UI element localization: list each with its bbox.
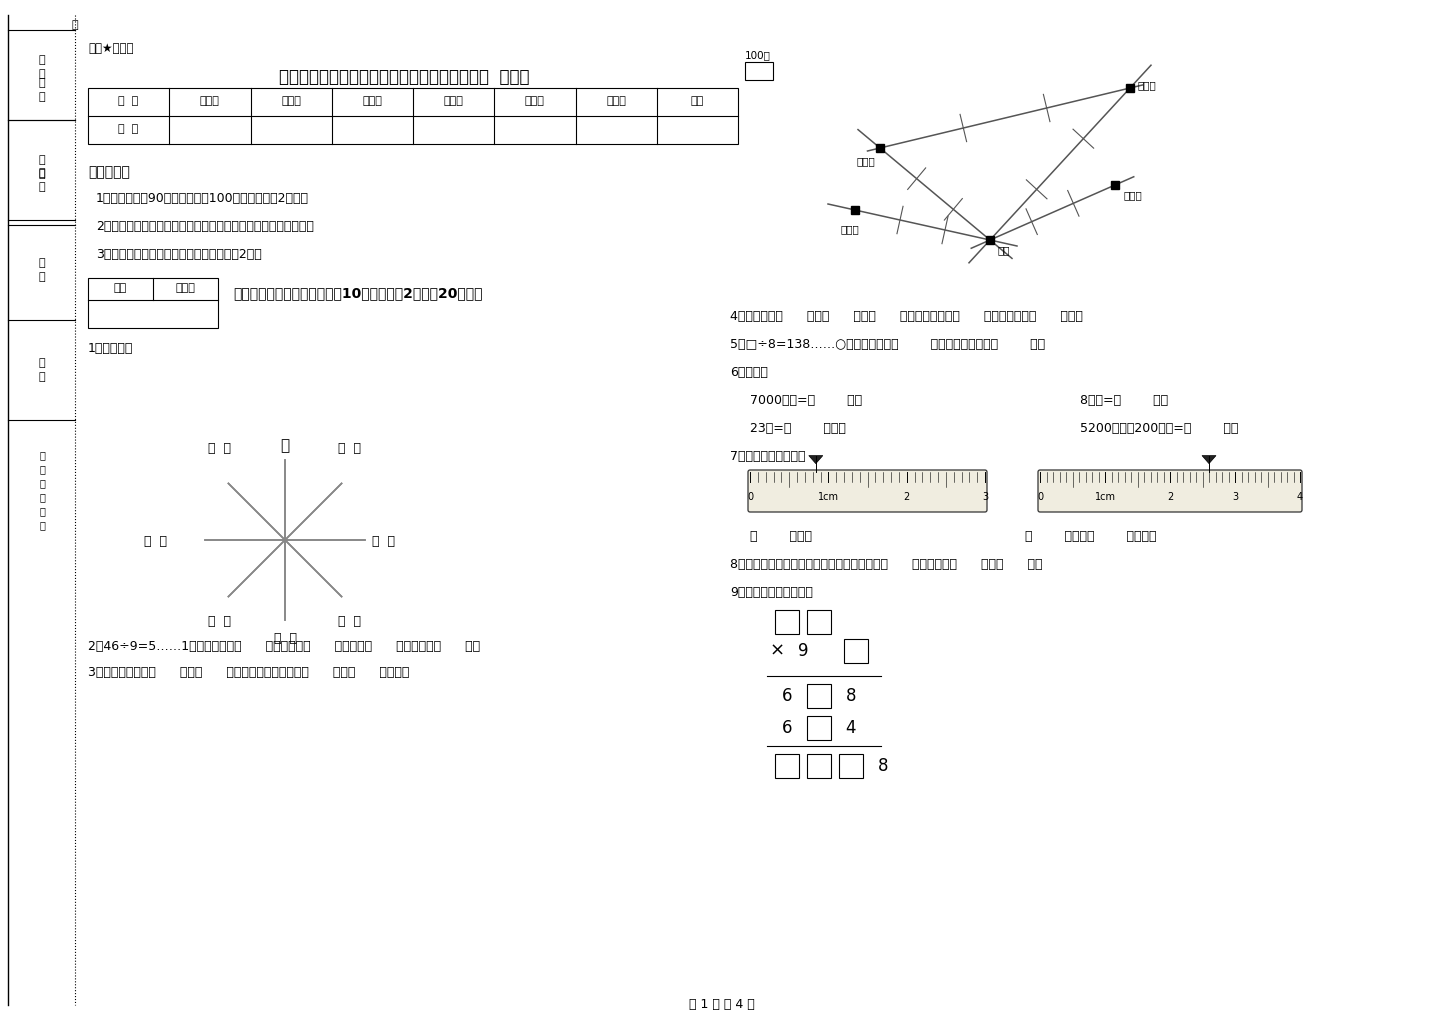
Bar — [88, 278, 218, 328]
Text: 3、小红家在学校（      ）方（      ）米处；小明家在学校（      ）方（      ）米处。: 3、小红家在学校（ ）方（ ）米处；小明家在学校（ ）方（ ）米处。 — [88, 666, 409, 679]
Text: 2: 2 — [903, 492, 910, 501]
Text: 乡
镇
（
街
道
）: 乡 镇 （ 街 道 ） — [39, 450, 45, 530]
Text: 1、考试时间：90分钟，满分为100分（含卷面分2分）。: 1、考试时间：90分钟，满分为100分（含卷面分2分）。 — [95, 192, 309, 205]
Text: 3: 3 — [983, 492, 988, 501]
Text: 小明家: 小明家 — [841, 224, 860, 234]
Text: 计算题: 计算题 — [444, 96, 464, 106]
Bar — [806, 754, 831, 777]
FancyBboxPatch shape — [1038, 470, 1302, 512]
Text: 4: 4 — [845, 719, 857, 737]
Text: （        ）厘米（        ）毫米。: （ ）厘米（ ）毫米。 — [1025, 530, 1156, 543]
Text: 选择题: 选择题 — [282, 96, 301, 106]
Text: 题  号: 题 号 — [118, 96, 139, 106]
Text: 1cm: 1cm — [1094, 492, 1116, 501]
Text: 小红家: 小红家 — [857, 156, 876, 166]
Bar — [806, 684, 831, 708]
Text: 2、请首先按要求在试卷的指定位置填写您的姓名、班级、学号。: 2、请首先按要求在试卷的指定位置填写您的姓名、班级、学号。 — [95, 220, 314, 233]
Text: 北: 北 — [280, 438, 289, 453]
Text: 4、你出生于（      ）年（      ）月（      ）日，那一年是（      ）年，全年有（      ）天。: 4、你出生于（ ）年（ ）月（ ）日，那一年是（ ）年，全年有（ ）天。 — [730, 310, 1082, 323]
Text: 8千克=（        ）克: 8千克=（ ）克 — [1079, 394, 1168, 407]
Text: 1、填一填。: 1、填一填。 — [88, 342, 133, 355]
Bar — [840, 754, 863, 777]
Bar — [775, 754, 799, 777]
Text: 8、在进位加法中，不管哪一位上的数相加满（      ），都要向（      ）进（      ）。: 8、在进位加法中，不管哪一位上的数相加满（ ），都要向（ ）进（ ）。 — [730, 558, 1042, 571]
Text: 1cm: 1cm — [818, 492, 840, 501]
Text: 学校: 学校 — [998, 245, 1010, 255]
Text: 判断题: 判断题 — [363, 96, 383, 106]
Text: 考试须知：: 考试须知： — [88, 165, 130, 179]
Text: 综合题: 综合题 — [525, 96, 545, 106]
Text: 6、换算。: 6、换算。 — [730, 366, 767, 379]
Bar — [806, 610, 831, 634]
Text: 第 1 页 共 4 页: 第 1 页 共 4 页 — [689, 998, 754, 1011]
Text: 6: 6 — [782, 719, 792, 737]
Text: 8: 8 — [845, 687, 857, 705]
Text: 姓: 姓 — [39, 155, 45, 165]
Text: 8: 8 — [877, 757, 889, 775]
Text: 小强家: 小强家 — [1123, 190, 1142, 200]
Text: 9、在里填上适当的数。: 9、在里填上适当的数。 — [730, 586, 814, 599]
Text: 5200千克－200千克=（        ）吨: 5200千克－200千克=（ ）吨 — [1079, 422, 1238, 435]
Text: 2: 2 — [1168, 492, 1173, 501]
Bar — [844, 639, 868, 663]
Text: 得  分: 得 分 — [118, 124, 139, 135]
Text: （  ）: （ ） — [371, 535, 394, 548]
Text: 7000千克=（        ）吨: 7000千克=（ ）吨 — [750, 394, 863, 407]
Text: 3、不要在试卷上乱写乱画，卷面不整洁扣2分。: 3、不要在试卷上乱写乱画，卷面不整洁扣2分。 — [95, 248, 262, 261]
Text: （  ）: （ ） — [273, 632, 296, 645]
Text: 0: 0 — [1038, 492, 1043, 501]
Bar — [775, 610, 799, 634]
Polygon shape — [1202, 455, 1217, 464]
Bar — [746, 62, 773, 81]
Text: 9: 9 — [798, 642, 808, 660]
Text: 题
号: 题 号 — [39, 78, 45, 102]
Polygon shape — [809, 455, 822, 464]
Text: （  ）: （ ） — [338, 615, 361, 628]
Text: （        ）毫米: （ ）毫米 — [750, 530, 812, 543]
Text: 5、□÷8=138……○，余数最大填（        ），这时被除数是（        ）。: 5、□÷8=138……○，余数最大填（ ），这时被除数是（ ）。 — [730, 338, 1045, 351]
Text: 题: 题 — [72, 20, 78, 30]
FancyBboxPatch shape — [749, 470, 987, 512]
Text: 总分: 总分 — [691, 96, 704, 106]
Text: 班
级: 班 级 — [39, 258, 45, 282]
Text: 号: 号 — [39, 69, 45, 79]
Text: 评卷人: 评卷人 — [175, 283, 195, 293]
Text: （  ）: （ ） — [338, 442, 361, 455]
Text: 7、量出钉子的长度。: 7、量出钉子的长度。 — [730, 450, 805, 463]
Bar — [806, 716, 831, 740]
Text: （  ）: （ ） — [208, 442, 231, 455]
Text: （  ）: （ ） — [143, 535, 166, 548]
Text: 姓
名: 姓 名 — [39, 168, 45, 192]
Text: 4: 4 — [1298, 492, 1303, 501]
Text: 0: 0 — [747, 492, 753, 501]
Text: （  ）: （ ） — [208, 615, 231, 628]
Text: 绝密★启用前: 绝密★启用前 — [88, 42, 133, 55]
Text: 2、46÷9=5……1中，被除数是（      ），除数是（      ），商是（      ），余数是（      ）。: 2、46÷9=5……1中，被除数是（ ），除数是（ ），商是（ ），余数是（ ）… — [88, 640, 480, 653]
Text: 应用题: 应用题 — [607, 96, 626, 106]
Text: 小刚家: 小刚家 — [1139, 81, 1157, 90]
Text: 学
校: 学 校 — [39, 358, 45, 382]
Text: 填空题: 填空题 — [199, 96, 220, 106]
Bar — [88, 88, 738, 144]
Text: ×: × — [770, 642, 785, 660]
Text: 100米: 100米 — [746, 50, 770, 60]
Text: 名: 名 — [39, 169, 45, 179]
Text: 3: 3 — [1233, 492, 1238, 501]
Text: 6: 6 — [782, 687, 792, 705]
Text: 江西省重点小学三年级数学上学期过关检测试卷  附解析: 江西省重点小学三年级数学上学期过关检测试卷 附解析 — [279, 68, 530, 86]
Text: 一、用心思考，正确填空（共10小题，每题2分，共20分）。: 一、用心思考，正确填空（共10小题，每题2分，共20分）。 — [233, 286, 483, 300]
Text: 得分: 得分 — [114, 283, 127, 293]
Text: 23吨=（        ）千克: 23吨=（ ）千克 — [750, 422, 845, 435]
Text: 题: 题 — [39, 55, 45, 65]
